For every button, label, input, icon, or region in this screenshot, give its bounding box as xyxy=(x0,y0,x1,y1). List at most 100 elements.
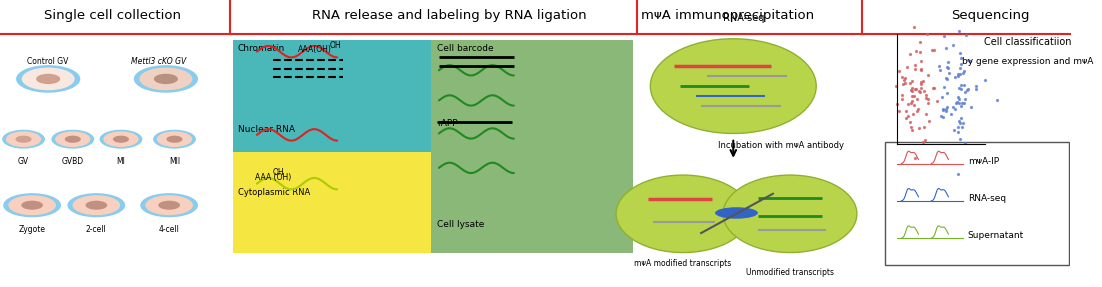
Point xyxy=(887,84,905,88)
Point xyxy=(904,89,921,94)
Point xyxy=(901,52,919,57)
Point xyxy=(906,24,923,29)
Text: Single cell collection: Single cell collection xyxy=(44,9,181,22)
Point xyxy=(934,85,952,89)
Point xyxy=(904,79,921,84)
FancyBboxPatch shape xyxy=(234,40,431,152)
Point xyxy=(939,91,957,96)
Ellipse shape xyxy=(36,74,61,84)
Point xyxy=(898,65,916,69)
Point xyxy=(951,66,969,70)
Point xyxy=(888,102,906,106)
Point xyxy=(937,76,954,81)
Point xyxy=(938,64,955,69)
Point xyxy=(890,109,908,114)
FancyBboxPatch shape xyxy=(885,142,1069,265)
Point xyxy=(910,90,928,95)
Point xyxy=(912,82,930,86)
Point xyxy=(988,98,1006,103)
Ellipse shape xyxy=(15,136,32,143)
Text: Supernatant: Supernatant xyxy=(968,231,1024,241)
Point xyxy=(919,32,937,36)
Point xyxy=(917,138,934,142)
Point xyxy=(951,51,969,55)
Point xyxy=(926,86,943,90)
Point xyxy=(917,112,934,117)
Point xyxy=(954,121,972,125)
Point xyxy=(919,101,937,106)
Point xyxy=(908,108,926,113)
Text: OH: OH xyxy=(273,168,284,177)
Point xyxy=(903,125,920,129)
Point xyxy=(947,75,964,80)
Point xyxy=(896,76,914,80)
Point xyxy=(933,115,951,119)
Ellipse shape xyxy=(52,130,94,149)
Point xyxy=(938,46,955,51)
Point xyxy=(951,72,969,76)
Point xyxy=(950,172,968,177)
Point xyxy=(952,104,970,108)
Point xyxy=(959,58,976,63)
Point xyxy=(950,119,968,124)
Ellipse shape xyxy=(153,130,196,149)
Point xyxy=(899,114,917,118)
Ellipse shape xyxy=(723,175,857,253)
Ellipse shape xyxy=(22,67,75,90)
Ellipse shape xyxy=(2,130,45,149)
Point xyxy=(895,82,912,86)
Point xyxy=(961,59,979,63)
Text: Incubation with mᴪA antibody: Incubation with mᴪA antibody xyxy=(719,141,844,150)
Point xyxy=(925,86,942,90)
Point xyxy=(950,86,968,91)
Point xyxy=(901,120,919,125)
Point xyxy=(959,88,976,92)
Text: Nuclear RNA: Nuclear RNA xyxy=(238,125,294,134)
Ellipse shape xyxy=(104,131,139,147)
Text: RNA release and labeling by RNA ligation: RNA release and labeling by RNA ligation xyxy=(312,9,587,22)
Point xyxy=(952,55,970,60)
Point xyxy=(940,60,958,65)
Point xyxy=(950,96,968,101)
Point xyxy=(903,101,920,106)
Point xyxy=(950,100,968,105)
Ellipse shape xyxy=(140,193,198,217)
Ellipse shape xyxy=(166,136,183,143)
Point xyxy=(899,102,917,106)
Point xyxy=(955,83,973,87)
Text: Cell classificatiion: Cell classificatiion xyxy=(984,37,1071,47)
Point xyxy=(909,106,927,111)
Point xyxy=(957,90,974,94)
Ellipse shape xyxy=(67,193,126,217)
Point xyxy=(911,50,929,55)
Ellipse shape xyxy=(99,130,142,149)
Text: Control GV: Control GV xyxy=(28,57,68,66)
Point xyxy=(950,73,968,78)
Text: Zygote: Zygote xyxy=(19,225,45,234)
Point xyxy=(944,42,962,47)
Text: rAPP: rAPP xyxy=(436,119,457,128)
Text: MII: MII xyxy=(169,157,180,166)
Point xyxy=(894,96,911,101)
Point xyxy=(950,130,968,134)
Ellipse shape xyxy=(9,195,56,215)
Point xyxy=(960,87,977,92)
Ellipse shape xyxy=(650,39,817,133)
Text: by gene expression and mᴪA: by gene expression and mᴪA xyxy=(962,57,1093,66)
Point xyxy=(912,86,930,90)
Point xyxy=(905,103,922,107)
Point xyxy=(955,140,973,145)
Point xyxy=(963,105,981,110)
Point xyxy=(919,96,937,101)
Ellipse shape xyxy=(65,136,80,143)
Point xyxy=(948,100,965,105)
Text: Cytoplasmic RNA: Cytoplasmic RNA xyxy=(238,188,310,197)
Text: Cell barcode: Cell barcode xyxy=(436,44,494,53)
Text: 4-cell: 4-cell xyxy=(159,225,180,234)
Ellipse shape xyxy=(140,67,193,90)
Circle shape xyxy=(715,207,758,219)
Point xyxy=(938,108,955,113)
Text: RNA-seq: RNA-seq xyxy=(723,13,765,23)
Point xyxy=(912,68,930,72)
Text: mᴪA modified transcripts: mᴪA modified transcripts xyxy=(635,259,732,268)
